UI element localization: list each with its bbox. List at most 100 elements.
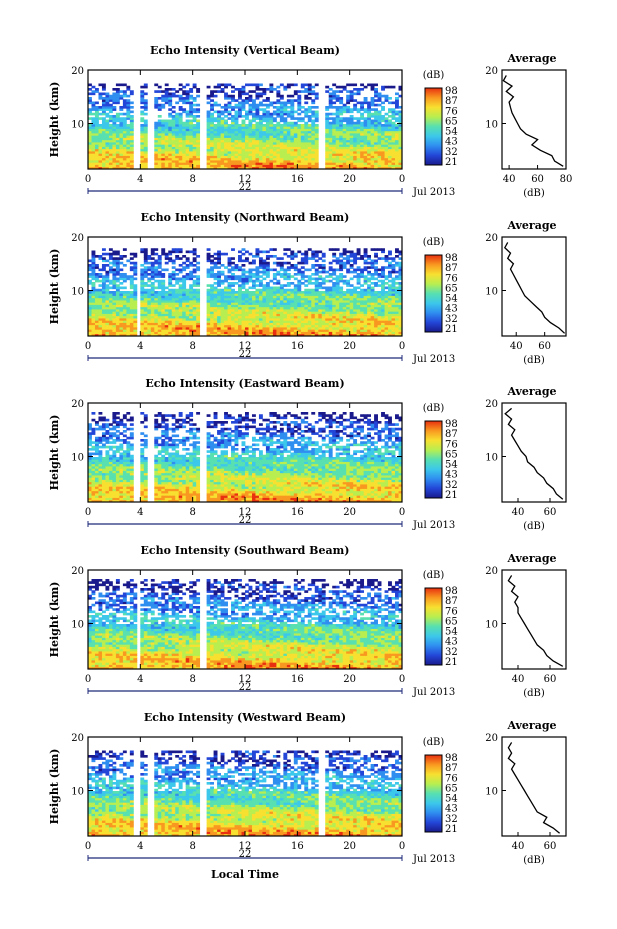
average-profile-line (504, 407, 564, 500)
x-tick-label: 20 (343, 841, 356, 852)
avg-x-tick-label: 40 (512, 674, 525, 685)
avg-x-tick-label: 60 (544, 841, 557, 852)
colorbar (424, 87, 443, 166)
x-tick-label: 12 (239, 174, 252, 185)
colorbar-tick-label: 98 (445, 253, 458, 264)
average-frame (501, 569, 567, 670)
colorbar-tick-label: 43 (445, 304, 458, 315)
x-tick-label: 0 (85, 674, 91, 685)
heatmap (88, 579, 403, 670)
colorbar-tick-label: 98 (445, 86, 458, 97)
month-label: Jul 2013 (412, 520, 455, 531)
y-axis-label: Height (km) (48, 415, 61, 491)
panel-3: Echo Intensity (Eastward Beam) 10 20 Height… (48, 377, 567, 532)
y-tick-label: 20 (71, 566, 84, 577)
heatmap (88, 83, 403, 170)
colorbar-tick-label: 43 (445, 637, 458, 648)
x-tick-label: 0 (399, 507, 405, 518)
colorbar (424, 420, 443, 499)
heatmap (88, 248, 403, 337)
month-label: Jul 2013 (412, 187, 455, 198)
x-tick-label: 20 (343, 174, 356, 185)
colorbar (424, 754, 443, 833)
y-axis-label: Height (km) (48, 249, 61, 325)
panel-1: Echo Intensity (Vertical Beam) 10 20 Height… (48, 44, 572, 199)
average-profile-line (502, 75, 564, 167)
colorbar-tick-label: 43 (445, 137, 458, 148)
colorbar-tick-label: 98 (445, 753, 458, 764)
colorbar-tick-label: 76 (445, 606, 458, 617)
average-title: Average (506, 719, 556, 732)
average-frame (501, 402, 567, 503)
y-tick-label: 10 (71, 453, 84, 464)
x-tick-label: 12 (239, 341, 252, 352)
month-label: Jul 2013 (412, 354, 455, 365)
panel-title: Echo Intensity (Vertical Beam) (150, 44, 340, 57)
colorbar-unit: (dB) (423, 70, 445, 81)
colorbar-tick-label: 65 (445, 449, 458, 460)
x-tick-label: 16 (291, 507, 304, 518)
y-tick-label: 20 (71, 399, 84, 410)
x-tick-label: 16 (291, 674, 304, 685)
x-tick-label: 8 (189, 507, 195, 518)
x-tick-label: 0 (85, 174, 91, 185)
x-axis-label-local-time: Local Time (211, 868, 279, 881)
colorbar-tick-label: 87 (445, 263, 458, 274)
y-axis-label: Height (km) (48, 82, 61, 158)
colorbar-tick-label: 98 (445, 586, 458, 597)
x-tick-label: 12 (239, 507, 252, 518)
panel-4: Echo Intensity (Southward Beam) 10 20 Heigh… (48, 544, 567, 699)
heatmap (88, 412, 403, 503)
x-tick-label: 0 (85, 507, 91, 518)
avg-y-tick-label: 20 (485, 233, 498, 244)
avg-y-tick-label: 20 (485, 399, 498, 410)
x-tick-label: 8 (189, 174, 195, 185)
y-tick-label: 20 (71, 66, 84, 77)
average-title: Average (506, 385, 556, 398)
x-tick-label: 16 (291, 841, 304, 852)
colorbar-tick-label: 54 (445, 627, 458, 638)
average-xlabel: (dB) (523, 521, 545, 532)
avg-x-tick-label: 40 (510, 341, 523, 352)
average-profile-line (507, 575, 564, 667)
y-tick-label: 20 (71, 733, 84, 744)
month-label: Jul 2013 (412, 687, 455, 698)
colorbar-unit: (dB) (423, 737, 445, 748)
y-tick-label: 10 (71, 120, 84, 131)
panel-title: Echo Intensity (Westward Beam) (144, 711, 346, 724)
x-tick-label: 0 (85, 341, 91, 352)
colorbar-tick-label: 32 (445, 314, 458, 325)
average-profile-line (507, 742, 561, 834)
colorbar-tick-label: 21 (445, 824, 458, 835)
avg-y-tick-label: 10 (485, 453, 498, 464)
colorbar-tick-label: 32 (445, 480, 458, 491)
colorbar-tick-label: 43 (445, 804, 458, 815)
x-tick-label: 16 (291, 174, 304, 185)
avg-x-tick-label: 40 (512, 507, 525, 518)
x-tick-label: 0 (399, 841, 405, 852)
colorbar-tick-label: 76 (445, 273, 458, 284)
colorbar-tick-label: 21 (445, 324, 458, 335)
date-label: 22 (239, 515, 252, 526)
panel-5: Echo Intensity (Westward Beam) 10 20 Height… (48, 711, 567, 866)
average-profile-line (503, 242, 566, 334)
average-frame (501, 236, 567, 337)
average-xlabel: (dB) (523, 355, 545, 366)
colorbar-tick-label: 65 (445, 783, 458, 794)
x-tick-label: 4 (137, 841, 143, 852)
x-tick-label: 4 (137, 674, 143, 685)
y-tick-label: 10 (71, 620, 84, 631)
date-label: 22 (239, 182, 252, 193)
average-title: Average (506, 219, 556, 232)
colorbar-tick-label: 65 (445, 283, 458, 294)
x-tick-label: 12 (239, 841, 252, 852)
panel-title: Echo Intensity (Southward Beam) (141, 544, 350, 557)
avg-y-tick-label: 20 (485, 566, 498, 577)
x-tick-label: 4 (137, 507, 143, 518)
colorbar-tick-label: 54 (445, 294, 458, 305)
month-label: Jul 2013 (412, 854, 455, 865)
avg-y-tick-label: 10 (485, 120, 498, 131)
colorbar-tick-label: 21 (445, 157, 458, 168)
colorbar-tick-label: 54 (445, 794, 458, 805)
avg-x-tick-label: 60 (544, 507, 557, 518)
